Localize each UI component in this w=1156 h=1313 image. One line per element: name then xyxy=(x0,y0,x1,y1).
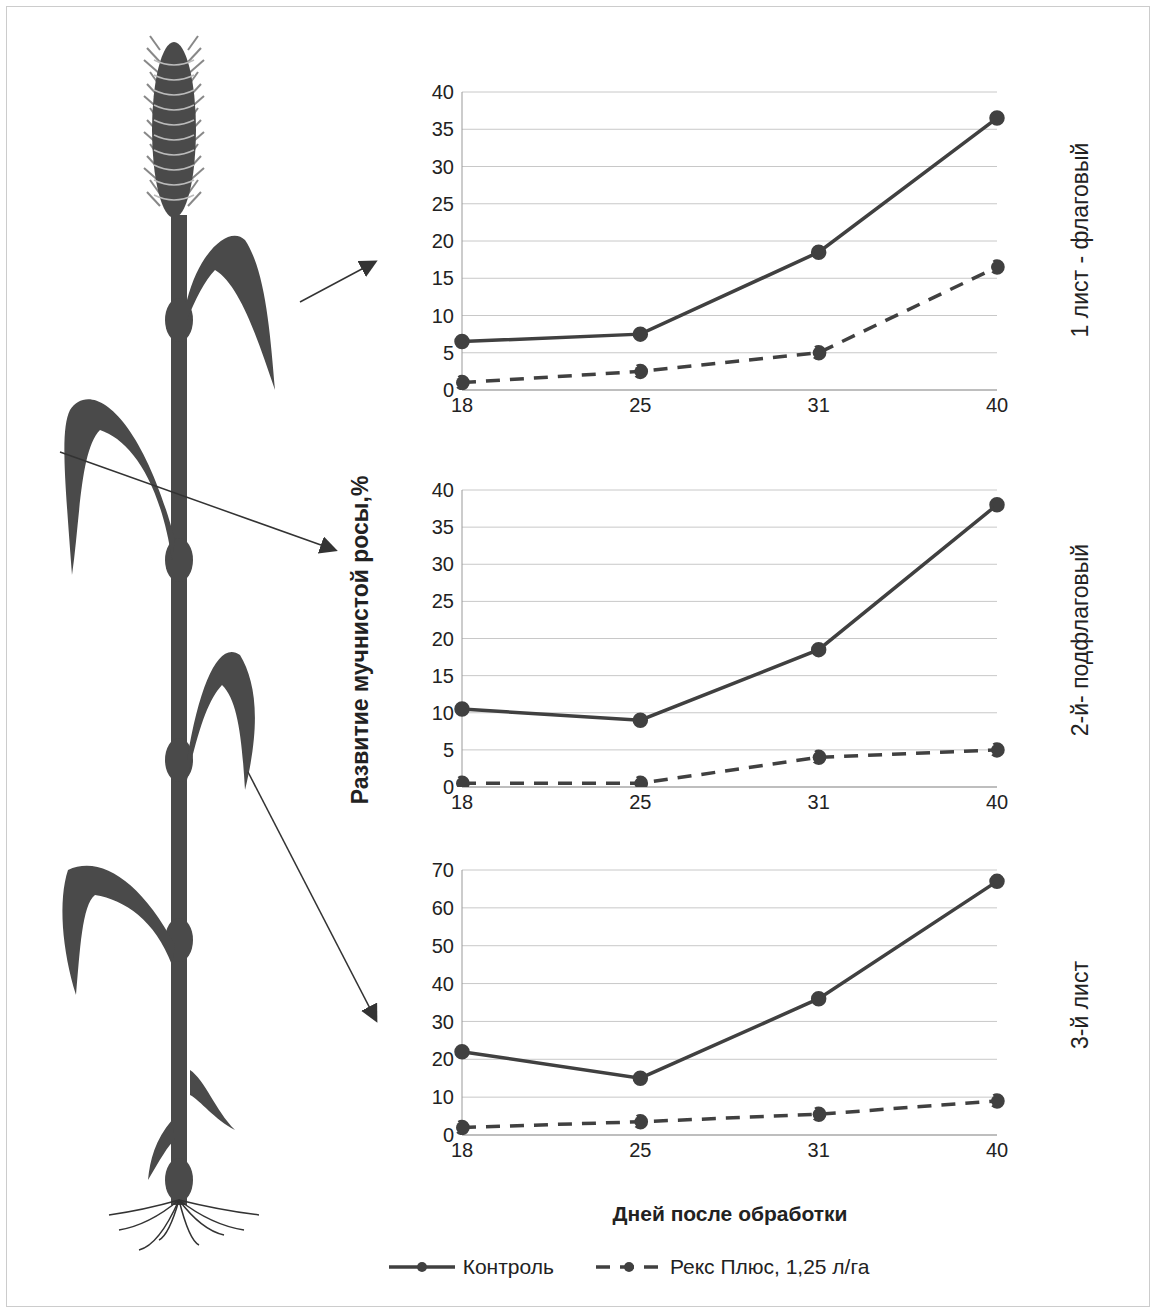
svg-text:25: 25 xyxy=(432,590,454,612)
svg-text:25: 25 xyxy=(629,1139,651,1161)
html-text:2-й- подфлаговый: 2-й- подфлаговый xyxy=(1066,543,1093,737)
svg-text:18: 18 xyxy=(451,791,473,813)
svg-text:20: 20 xyxy=(432,1048,454,1070)
svg-text:10: 10 xyxy=(432,1086,454,1108)
svg-text:31: 31 xyxy=(808,1139,830,1161)
svg-text:25: 25 xyxy=(432,193,454,215)
svg-text:15: 15 xyxy=(432,665,454,687)
html-text:1 лист - флаговый: 1 лист - флаговый xyxy=(1066,142,1093,338)
html-text:Рекс Плюс, 1,25 л/га: Рекс Плюс, 1,25 л/га xyxy=(669,1255,870,1278)
svg-text:40: 40 xyxy=(986,791,1008,813)
svg-text:30: 30 xyxy=(432,553,454,575)
svg-text:40: 40 xyxy=(986,1139,1008,1161)
svg-text:5: 5 xyxy=(443,342,454,364)
svg-text:20: 20 xyxy=(432,230,454,252)
svg-text:31: 31 xyxy=(808,394,830,416)
svg-text:35: 35 xyxy=(432,118,454,140)
svg-text:40: 40 xyxy=(432,973,454,995)
html-text:Развитие мучнистой росы,%: Развитие мучнистой росы,% xyxy=(346,475,373,805)
svg-text:0: 0 xyxy=(443,776,454,798)
svg-text:31: 31 xyxy=(808,791,830,813)
svg-text:18: 18 xyxy=(451,394,473,416)
svg-text:70: 70 xyxy=(432,859,454,881)
svg-text:40: 40 xyxy=(432,479,454,501)
html-text:Дней после обработки: Дней после обработки xyxy=(612,1202,848,1225)
svg-text:0: 0 xyxy=(443,379,454,401)
svg-text:40: 40 xyxy=(432,81,454,103)
svg-text:10: 10 xyxy=(432,702,454,724)
svg-text:30: 30 xyxy=(432,156,454,178)
svg-text:20: 20 xyxy=(432,628,454,650)
svg-text:5: 5 xyxy=(443,739,454,761)
svg-text:18: 18 xyxy=(451,1139,473,1161)
svg-text:25: 25 xyxy=(629,791,651,813)
svg-text:60: 60 xyxy=(432,897,454,919)
svg-text:40: 40 xyxy=(986,394,1008,416)
svg-text:0: 0 xyxy=(443,1124,454,1146)
svg-text:35: 35 xyxy=(432,516,454,538)
html-text:Контроль: Контроль xyxy=(462,1255,554,1278)
svg-text:30: 30 xyxy=(432,1011,454,1033)
html-text:3-й лист: 3-й лист xyxy=(1066,961,1093,1049)
svg-text:10: 10 xyxy=(432,305,454,327)
svg-text:25: 25 xyxy=(629,394,651,416)
svg-text:15: 15 xyxy=(432,267,454,289)
svg-text:50: 50 xyxy=(432,935,454,957)
